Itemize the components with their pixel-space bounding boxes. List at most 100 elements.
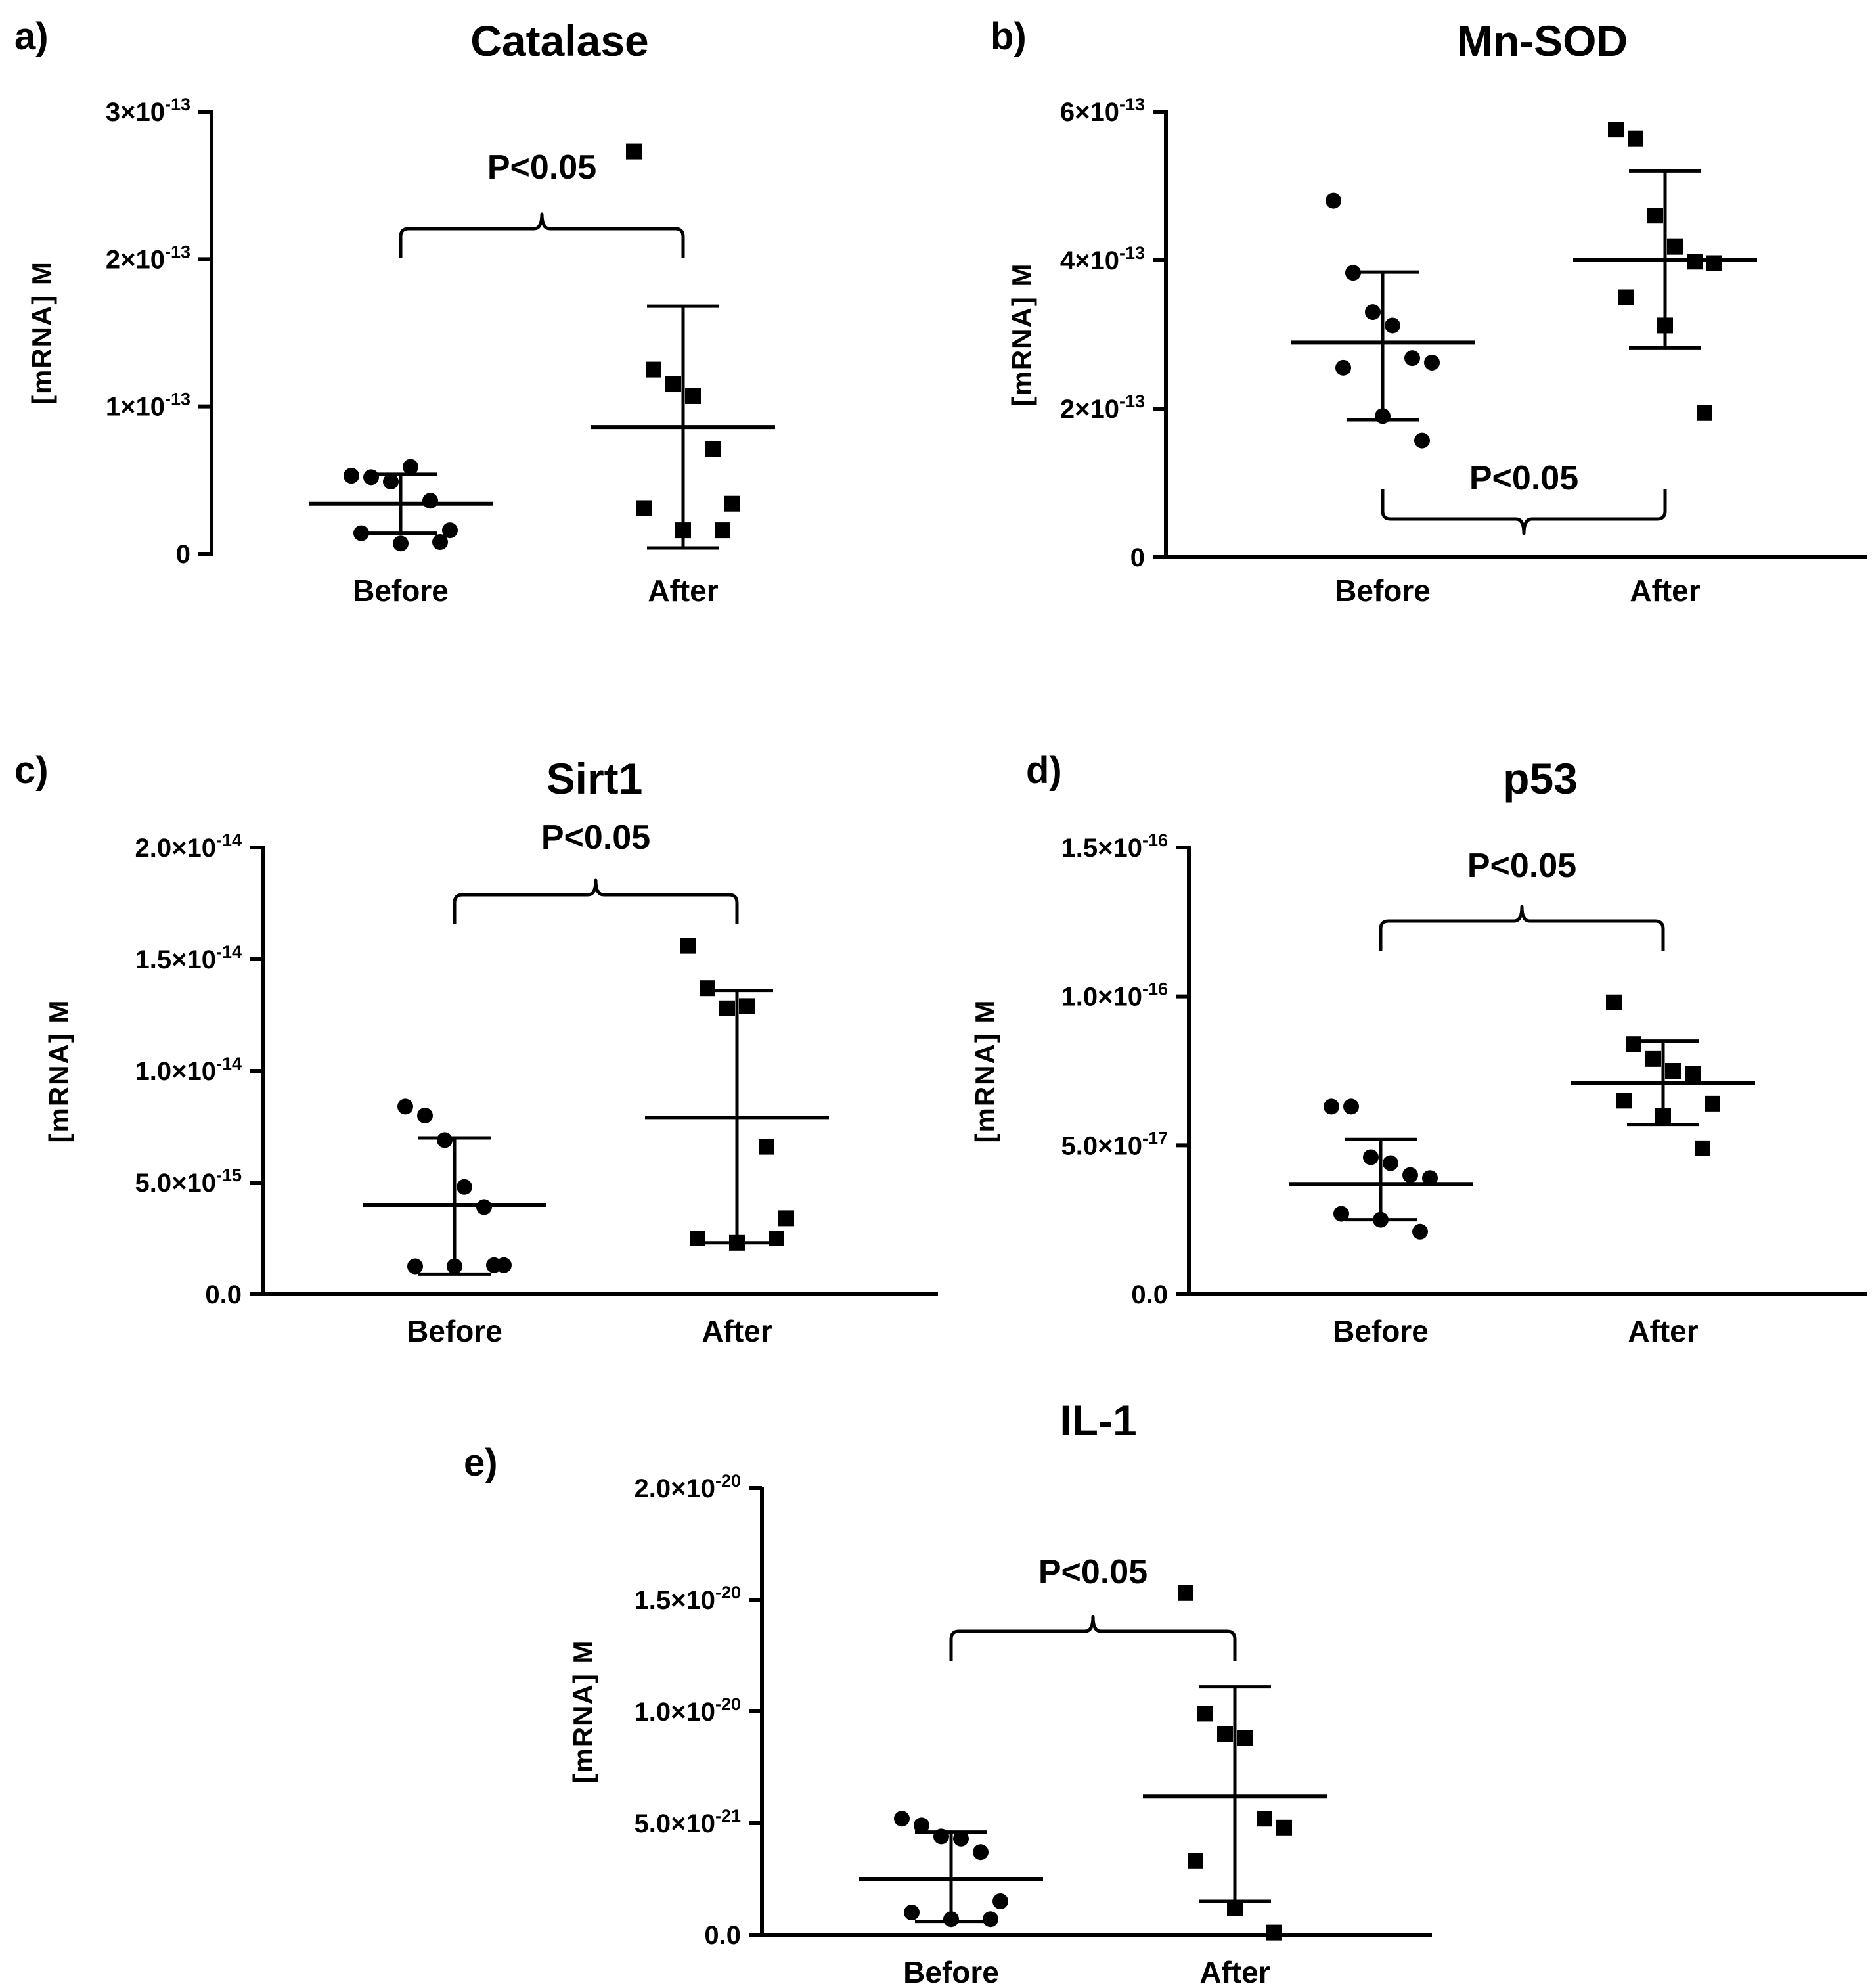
panel-letter: a): [14, 15, 49, 58]
data-point-circle: [407, 1258, 423, 1275]
data-point-square: [1706, 255, 1722, 271]
data-point-circle: [403, 459, 418, 475]
y-tick-exponent: -13: [165, 242, 190, 261]
data-point-square: [1608, 122, 1624, 138]
data-point-circle: [417, 1108, 433, 1123]
x-category-label: After: [1628, 1314, 1698, 1348]
data-point-square: [1616, 1093, 1632, 1109]
y-tick-mantissa: 1.0×10: [135, 1057, 216, 1086]
series-before: [1289, 1098, 1473, 1240]
data-point-square: [1626, 1036, 1641, 1052]
y-tick-mantissa: 5.0×10: [1061, 1131, 1142, 1160]
y-tick-label: 1.0×10-14: [135, 1054, 242, 1086]
data-point-square: [626, 143, 642, 160]
data-point-circle: [914, 1817, 929, 1834]
series-after: [1143, 1585, 1327, 1941]
series-after: [1571, 994, 1755, 1156]
y-tick-exponent: -20: [715, 1471, 741, 1491]
y-tick-exponent: -13: [1119, 95, 1145, 114]
y-tick-label: 1.0×10-16: [1061, 980, 1169, 1012]
data-point-square: [724, 495, 740, 512]
significance-bracket: [949, 1615, 1237, 1661]
y-tick-mantissa: 6×10: [1060, 98, 1119, 127]
data-point-square: [1276, 1819, 1292, 1836]
y-tick-label: 1×10-13: [106, 390, 190, 422]
data-point-square: [1667, 238, 1683, 255]
y-tick-mantissa: 1.5×10: [1061, 834, 1142, 863]
y-tick-exponent: -13: [165, 95, 190, 114]
data-point-circle: [476, 1199, 492, 1215]
data-point-circle: [1375, 408, 1391, 424]
y-tick-exponent: -14: [216, 1054, 242, 1073]
y-tick-label: 1.0×10-20: [635, 1694, 742, 1727]
y-tick-mantissa: 5.0×10: [135, 1169, 216, 1198]
y-tick-mantissa: 0: [176, 540, 190, 569]
y-tick-mantissa: 0.0: [704, 1921, 741, 1950]
data-point-square: [636, 500, 652, 516]
data-point-circle: [437, 1132, 453, 1148]
data-point-circle: [457, 1179, 472, 1195]
data-point-square: [1227, 1900, 1243, 1916]
data-point-square: [675, 522, 691, 539]
x-category-label: After: [702, 1314, 772, 1348]
data-point-square: [1618, 289, 1634, 305]
data-point-square: [1628, 130, 1643, 147]
y-tick-label: 0.0: [1131, 1280, 1168, 1309]
data-point-circle: [442, 522, 458, 539]
panel-letter: d): [1026, 749, 1062, 792]
y-tick-mantissa: 0.0: [1131, 1280, 1168, 1309]
data-point-square: [705, 441, 721, 457]
y-tick-exponent: -21: [715, 1806, 741, 1826]
y-tick-label: 0: [176, 540, 190, 569]
y-tick-mantissa: 2.0×10: [635, 1474, 715, 1503]
data-point-square: [1687, 254, 1703, 270]
chart-title: IL-1: [1059, 1396, 1136, 1445]
data-point-circle: [1324, 1098, 1339, 1115]
series-after: [591, 143, 775, 550]
y-tick-exponent: -16: [1142, 980, 1168, 999]
data-point-circle: [1335, 359, 1351, 376]
data-point-circle: [422, 493, 438, 509]
data-point-square: [769, 1231, 784, 1246]
data-point-square: [1237, 1730, 1253, 1746]
data-point-square: [719, 1000, 735, 1016]
series-after: [1573, 122, 1757, 421]
data-point-square: [1606, 994, 1622, 1010]
significance-label: P<0.05: [487, 148, 596, 187]
x-category-label: Before: [407, 1314, 502, 1348]
data-point-circle: [1414, 432, 1430, 449]
data-point-circle: [1373, 1211, 1389, 1228]
data-point-circle: [363, 469, 379, 486]
panel-letter: c): [14, 749, 49, 792]
data-point-square: [646, 361, 661, 378]
data-point-circle: [983, 1911, 998, 1928]
y-tick-exponent: -17: [1142, 1128, 1168, 1148]
data-point-square: [1657, 317, 1673, 334]
chart-panel-3: d) p530.05.0×10-171.0×10-161.5×10-16[mRNA…: [969, 749, 1867, 1348]
y-tick-label: 1.5×10-14: [135, 942, 242, 974]
significance-label: P<0.05: [1467, 847, 1576, 885]
y-tick-mantissa: 0.0: [205, 1280, 242, 1309]
y-axis-label: [mRNA] M: [43, 999, 74, 1143]
data-point-circle: [953, 1830, 969, 1847]
y-axis-label: [mRNA] M: [969, 999, 1000, 1143]
data-point-circle: [393, 535, 409, 552]
data-point-square: [1197, 1706, 1213, 1722]
data-point-circle: [1383, 1155, 1398, 1171]
chart-panel-2: c) Sirt10.05.0×10-151.0×10-141.5×10-142.0…: [14, 749, 938, 1348]
y-tick-exponent: -14: [216, 942, 242, 962]
data-point-circle: [1404, 350, 1420, 367]
significance-bracket: [1379, 905, 1665, 951]
y-tick-label: 6×10-13: [1060, 95, 1145, 127]
y-tick-label: 5.0×10-15: [135, 1165, 242, 1198]
data-point-square: [1257, 1811, 1272, 1827]
data-point-square: [1188, 1853, 1203, 1869]
data-point-circle: [353, 525, 369, 541]
y-tick-exponent: -20: [715, 1583, 741, 1602]
y-tick-mantissa: 2×10: [1060, 395, 1119, 424]
significance-label: P<0.05: [1469, 459, 1578, 497]
data-point-circle: [933, 1828, 949, 1845]
chart-title: Catalase: [470, 16, 649, 65]
data-point-circle: [1333, 1206, 1349, 1222]
data-point-circle: [1363, 1149, 1379, 1165]
